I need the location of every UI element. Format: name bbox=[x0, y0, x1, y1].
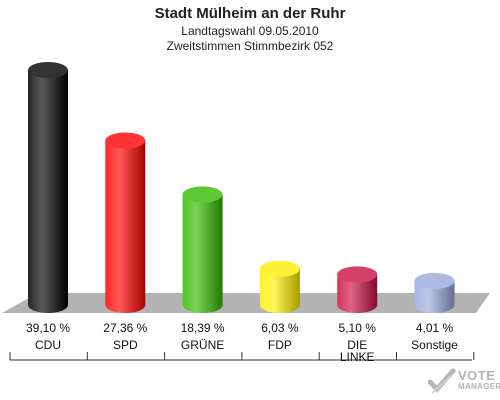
value-label-gr-ne: 18,39 % bbox=[181, 321, 225, 335]
bar-body-cdu bbox=[28, 70, 68, 313]
bar-top-die-linke bbox=[337, 266, 378, 283]
category-label-cdu: CDU bbox=[35, 338, 61, 352]
bar-body-die-linke bbox=[337, 274, 378, 313]
category-label-gr-ne: GRÜNE bbox=[181, 338, 224, 352]
bar-body-gr-ne bbox=[182, 194, 223, 313]
vote-manager-check-icon bbox=[428, 368, 456, 394]
category-label-fdp: FDP bbox=[268, 338, 292, 352]
bar-top-cdu bbox=[28, 62, 68, 78]
vote-manager-logo: VOTE MANAGER bbox=[428, 366, 500, 398]
category-label-spd: SPD bbox=[113, 338, 138, 352]
bar-top-fdp bbox=[259, 260, 300, 277]
vote-manager-subtext: MANAGER bbox=[458, 382, 500, 391]
chart-subtitle-district: Zweitstimmen Stimmbezirk 052 bbox=[166, 39, 334, 53]
bar-body-fdp bbox=[259, 268, 300, 313]
category-label-die-linke: DIE bbox=[347, 338, 367, 352]
bar-fdp bbox=[259, 260, 300, 313]
chart-title: Stadt Mülheim an der Ruhr bbox=[154, 5, 346, 22]
category-label-die-linke: LINKE bbox=[340, 350, 375, 364]
bar-die-linke bbox=[337, 266, 378, 313]
bar-body-spd bbox=[105, 140, 146, 313]
vote-manager-text: VOTE bbox=[458, 368, 496, 383]
value-label-cdu: 39,10 % bbox=[26, 321, 70, 335]
bar-top-gr-ne bbox=[182, 186, 223, 203]
bar-body-sonstige bbox=[414, 280, 455, 313]
category-label-sonstige: Sonstige bbox=[411, 338, 458, 352]
bar-gr-ne bbox=[182, 186, 223, 313]
bar-spd bbox=[105, 132, 146, 313]
bar-cdu bbox=[28, 62, 68, 313]
value-label-fdp: 6,03 % bbox=[261, 321, 299, 335]
chart-subtitle-election: Landtagswahl 09.05.2010 bbox=[181, 24, 319, 38]
bar-sonstige bbox=[414, 272, 455, 313]
value-label-spd: 27,36 % bbox=[103, 321, 147, 335]
value-label-sonstige: 4,01 % bbox=[416, 321, 454, 335]
bar-top-spd bbox=[105, 132, 146, 149]
bar-top-sonstige bbox=[414, 272, 455, 289]
value-label-die-linke: 5,10 % bbox=[339, 321, 377, 335]
